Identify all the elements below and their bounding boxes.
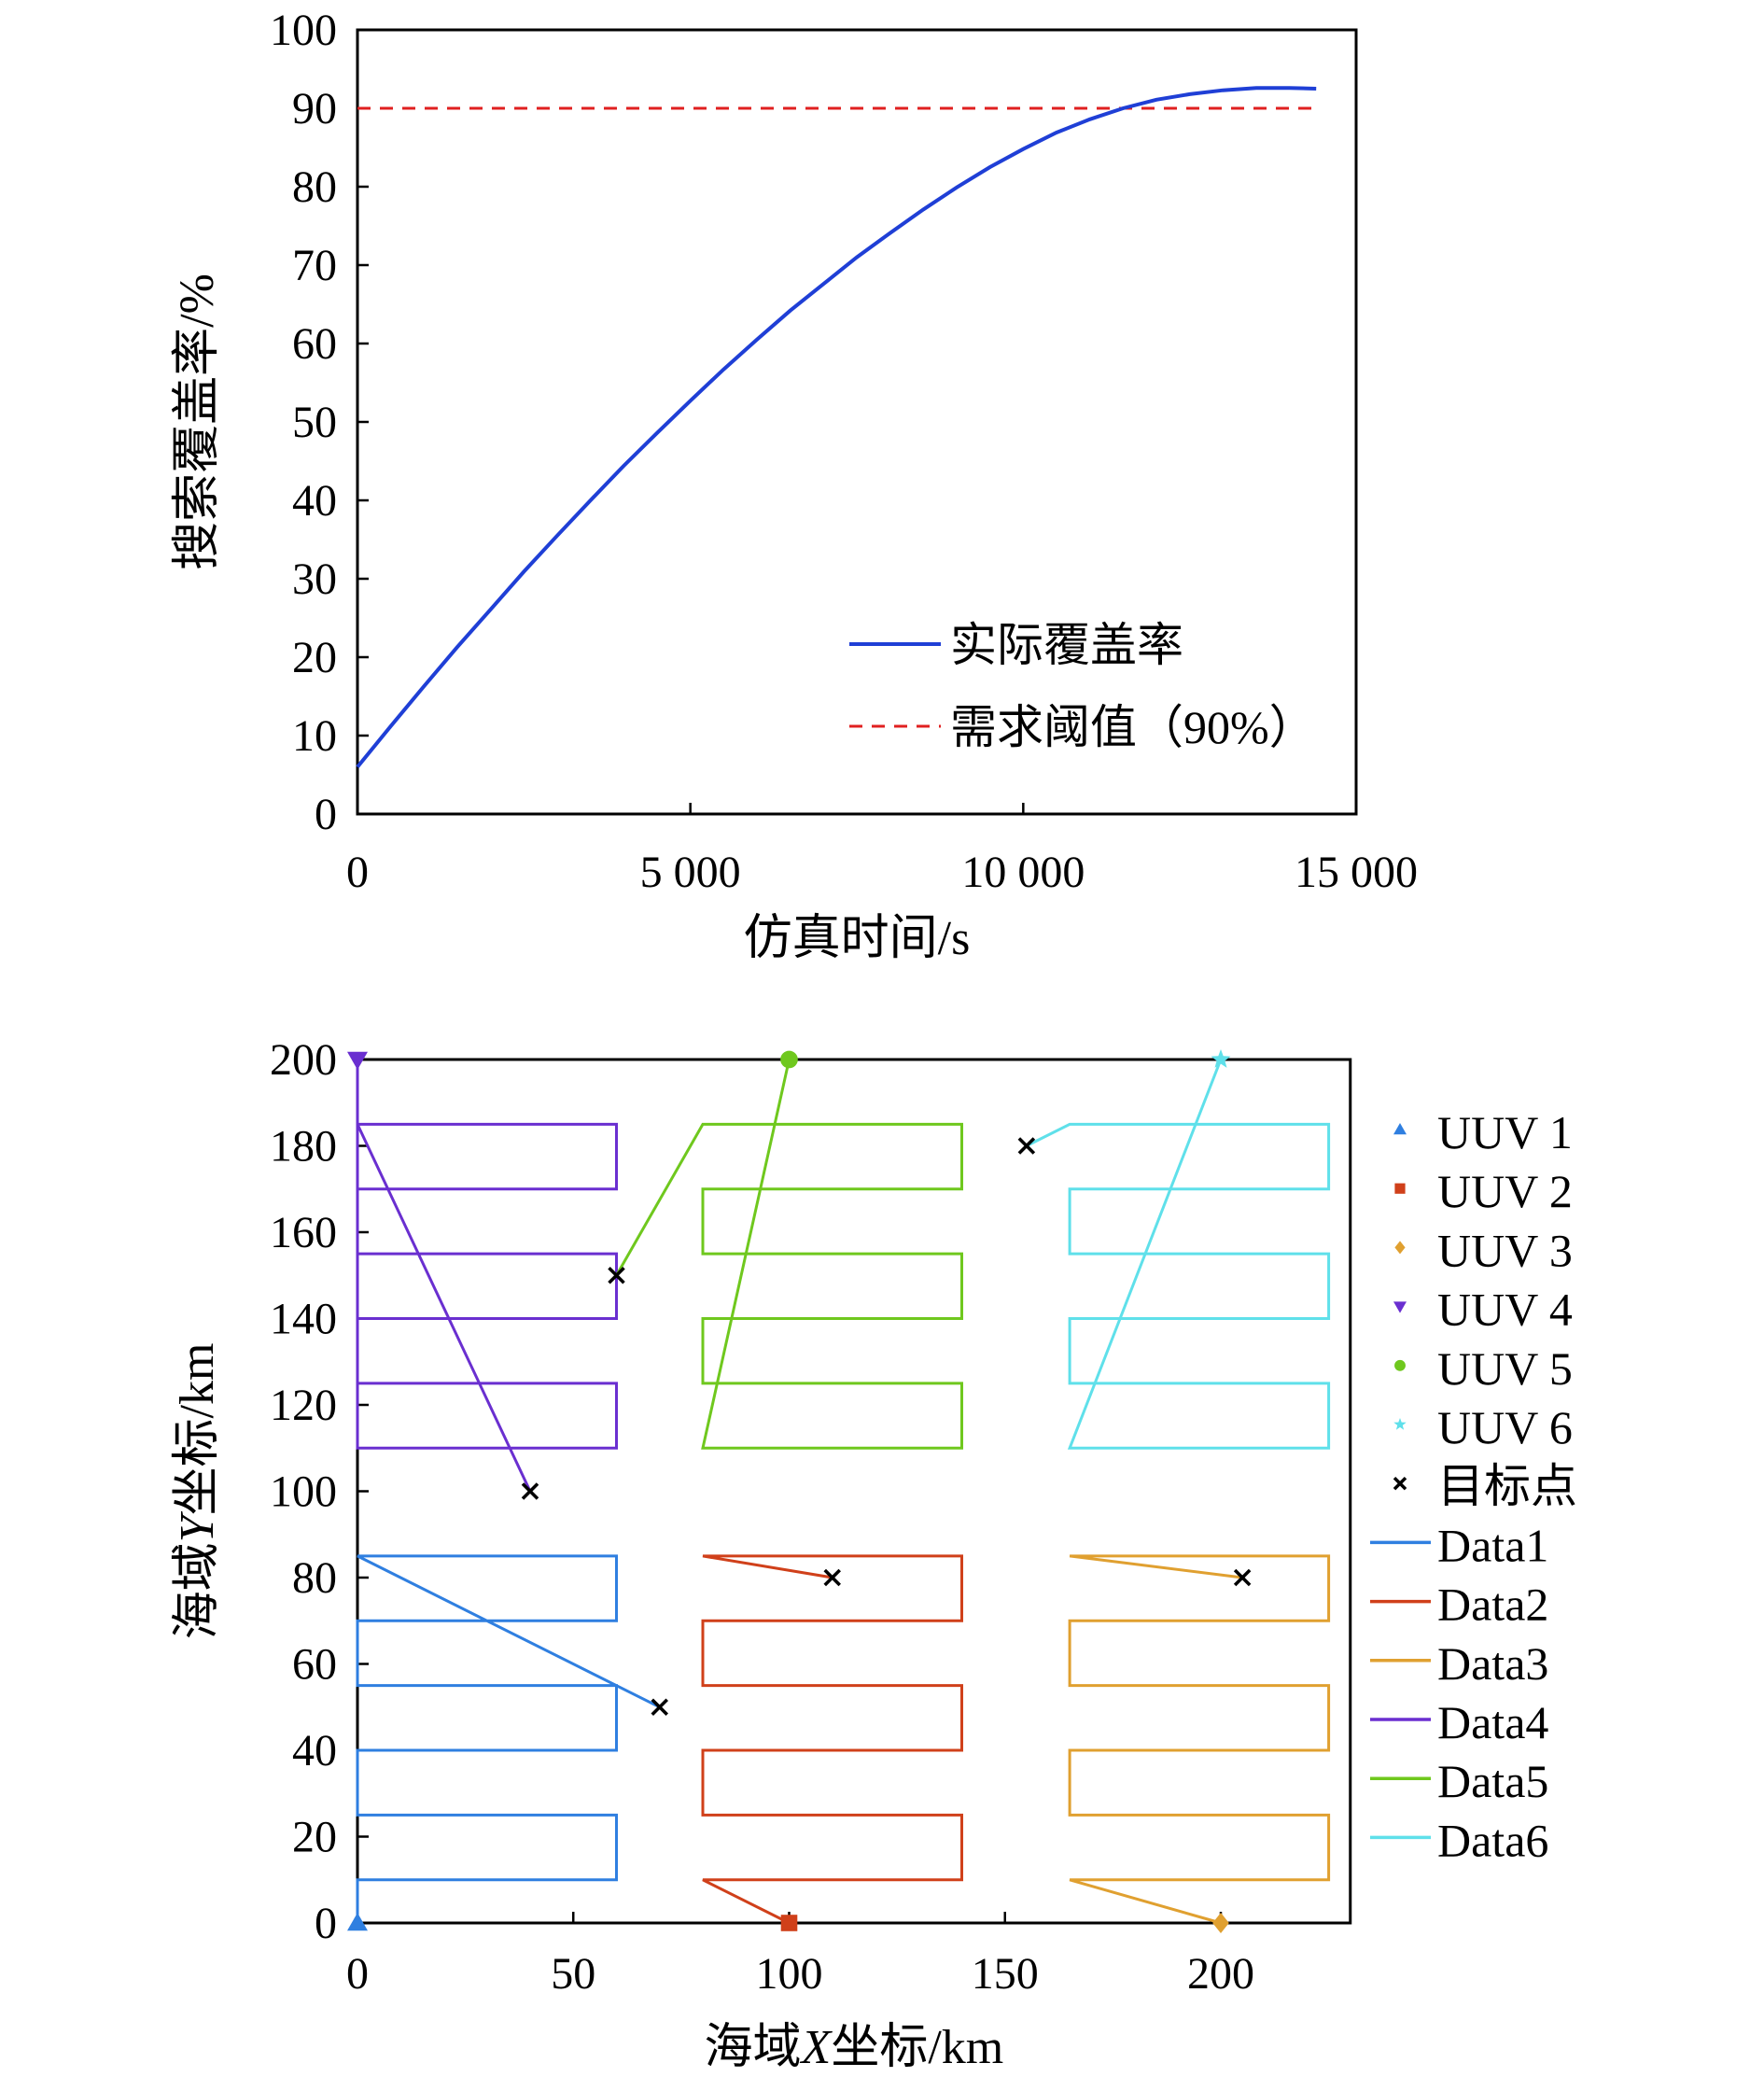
x-tick-label: 100 [756, 1949, 823, 1999]
x-tick-label: 0 [346, 1949, 369, 1999]
y-tick-label: 0 [315, 1899, 337, 1948]
y-tick-label: 20 [292, 633, 337, 682]
legend-label-uuv-3: UUV 3 [1437, 1224, 1573, 1276]
y-tick-label: 40 [292, 1726, 337, 1775]
x-tick-label: 50 [551, 1949, 595, 1999]
uuv-marker-6 [1211, 1049, 1231, 1068]
uuv-marker-4 [347, 1051, 368, 1070]
y-tick-label: 20 [292, 1813, 337, 1862]
y-axis-label-var: Y [171, 1510, 224, 1542]
path-data1 [356, 1554, 661, 1923]
coverage-curve [356, 86, 1317, 768]
legend-label-threshold: 需求阈值（90%） [950, 701, 1316, 753]
legend-marker-uuv-1 [1393, 1123, 1407, 1135]
legend-label-uuv-1: UUV 1 [1437, 1106, 1573, 1158]
path-data3 [1068, 1554, 1331, 1925]
uuv-marker-5 [780, 1050, 798, 1069]
x-axis-label-prefix: 海域 [705, 2021, 802, 2074]
x-tick-label: 15 000 [1295, 848, 1418, 897]
legend-label-data2: Data2 [1437, 1579, 1548, 1631]
legend-label-data1: Data1 [1437, 1519, 1548, 1571]
y-tick-label: 70 [292, 241, 337, 290]
y-tick-label: 200 [270, 1035, 337, 1085]
target-point [1233, 1568, 1252, 1587]
y-tick-label: 80 [292, 1553, 337, 1603]
path-data5 [615, 1059, 963, 1450]
y-tick-label: 0 [315, 790, 337, 839]
legend-label-uuv-4: UUV 4 [1437, 1284, 1573, 1336]
y-tick-label: 120 [270, 1381, 337, 1430]
x-axis-label-suffix: 坐标/km [831, 2021, 1003, 2074]
y-tick-label: 30 [292, 554, 337, 604]
path-data2 [701, 1554, 963, 1925]
target-point [1017, 1137, 1036, 1155]
y-tick-label: 80 [292, 162, 337, 212]
legend-label-data4: Data4 [1437, 1696, 1548, 1748]
x-tick-label: 150 [972, 1949, 1039, 1999]
y-tick-label: 90 [292, 84, 337, 133]
x-tick-label: 5 000 [640, 848, 741, 897]
legend-marker-uuv-3 [1394, 1241, 1406, 1255]
y-tick-label: 60 [292, 1640, 337, 1690]
uuv-marker-2 [780, 1915, 798, 1931]
plot-frame [356, 28, 1358, 816]
legend-label-uuv-5: UUV 5 [1437, 1342, 1573, 1395]
x-tick-label: 200 [1187, 1949, 1254, 1999]
y-tick-label: 60 [292, 319, 337, 369]
legend-label-uuv-2: UUV 2 [1437, 1165, 1573, 1217]
legend-label-uuv-6: UUV 6 [1437, 1401, 1573, 1453]
legend-marker-uuv-2 [1394, 1183, 1406, 1194]
y-axis-label-suffix: 坐标/km [171, 1343, 224, 1516]
x-tick-label: 0 [346, 848, 369, 897]
y-tick-label: 100 [270, 6, 337, 55]
target-point [823, 1568, 841, 1587]
target-point [521, 1482, 539, 1500]
legend-marker-target [1393, 1476, 1407, 1491]
y-tick-label: 40 [292, 476, 337, 526]
target-point [651, 1698, 668, 1716]
legend-marker-uuv-6 [1393, 1418, 1407, 1430]
legend-marker-uuv-4 [1393, 1301, 1407, 1313]
y-tick-label: 160 [270, 1208, 337, 1257]
legend-label-coverage: 实际覆盖率 [950, 619, 1183, 671]
uuv-marker-1 [347, 1913, 368, 1931]
y-tick-label: 50 [292, 398, 337, 447]
y-axis-label: 搜索覆盖率/% [171, 274, 224, 570]
x-tick-label: 10 000 [961, 848, 1085, 897]
legend-label-data6: Data6 [1437, 1814, 1548, 1866]
y-tick-label: 140 [270, 1295, 337, 1344]
y-tick-label: 10 [292, 711, 337, 761]
legend-label-target: 目标点 [1437, 1460, 1577, 1512]
x-axis-label: 海域X坐标/km [705, 2021, 1004, 2074]
y-axis-label-prefix: 海域 [171, 1542, 224, 1639]
legend-label-data5: Data5 [1437, 1755, 1548, 1807]
x-axis-label-var: X [800, 2021, 833, 2074]
y-axis-label: 海域Y坐标/km [171, 1343, 224, 1640]
uuv-path-chart: 0 50 100 150 200 0 20 40 60 80 100 120 140 160 180 200 U… [171, 1035, 1577, 2074]
uuv-marker-3 [1212, 1913, 1229, 1933]
path-data4 [356, 1060, 618, 1493]
legend-label-data3: Data3 [1437, 1637, 1548, 1690]
path-data6 [1026, 1059, 1331, 1450]
y-tick-label: 100 [270, 1467, 337, 1517]
target-point [608, 1267, 625, 1284]
y-tick-label: 180 [270, 1122, 337, 1172]
legend-marker-uuv-5 [1394, 1359, 1406, 1371]
x-axis-label: 仿真时间/s [744, 912, 971, 965]
coverage-chart: 0 5 000 10 000 15 000 0 10 20 30 40 50 60 70 80 90 100… [171, 6, 1418, 965]
